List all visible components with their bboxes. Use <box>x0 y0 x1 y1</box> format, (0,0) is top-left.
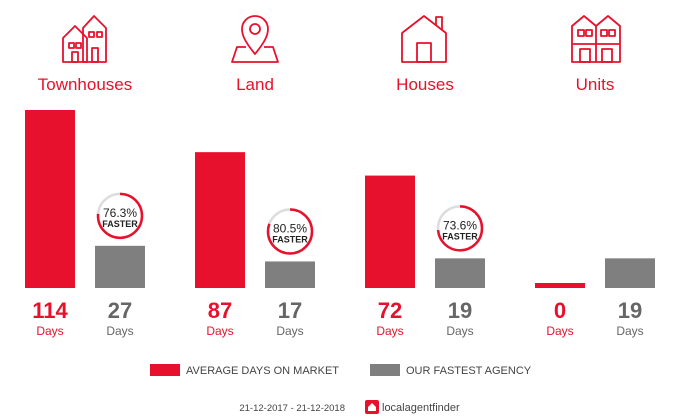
faster-badge: 73.6%FASTER <box>436 204 484 253</box>
bar-average-land <box>195 152 245 288</box>
value-unit-label: Days <box>616 324 643 338</box>
faster-badge: 76.3%FASTER <box>96 191 144 240</box>
value-unit-label: Days <box>446 324 473 338</box>
value-unit-label: Days <box>276 324 303 338</box>
faster-percent: 73.6% <box>443 218 477 232</box>
value-unit-label: Days <box>206 324 233 338</box>
faster-badge-bg <box>266 207 314 256</box>
bar-average-units <box>535 283 585 288</box>
brand-name-part1: local <box>382 402 405 414</box>
value-label: 17 <box>278 298 302 323</box>
units-icon <box>571 15 621 63</box>
faster-word: FASTER <box>102 219 138 229</box>
faster-badge-bg <box>96 191 144 240</box>
faster-ring-progress <box>96 192 144 240</box>
value-label: 19 <box>618 298 642 323</box>
bar-fastest-townhouses <box>95 245 145 288</box>
legend-label-average: AVERAGE DAYS ON MARKET <box>186 365 339 377</box>
house-icon <box>401 15 447 63</box>
value-unit-label: Days <box>36 324 63 338</box>
faster-ring-progress <box>266 208 314 255</box>
brand-name-part2: agentfinder <box>405 402 460 414</box>
category-label: Land <box>236 75 274 94</box>
faster-percent: 80.5% <box>273 221 307 235</box>
faster-badge: 80.5%FASTER <box>266 207 314 256</box>
category-label: Units <box>576 75 615 94</box>
bar-average-houses <box>365 175 415 288</box>
value-unit-label: Days <box>376 324 403 338</box>
value-unit-label: Days <box>546 324 573 338</box>
date-range: 21-12-2017 - 21-12-2018 <box>239 403 345 414</box>
category-label: Townhouses <box>38 75 133 94</box>
local-agent-finder-logo-icon <box>365 400 379 414</box>
bar-average-townhouses <box>25 110 75 288</box>
legend-label-fastest: OUR FASTEST AGENCY <box>406 365 532 377</box>
legend-swatch-average <box>150 364 180 376</box>
townhouses-icon <box>62 15 107 63</box>
legend-swatch-fastest <box>370 364 400 376</box>
value-label: 72 <box>378 298 402 323</box>
bar-fastest-houses <box>435 258 485 288</box>
land-pin-icon <box>231 15 279 63</box>
faster-badge-bg <box>436 204 484 253</box>
faster-word: FASTER <box>442 231 478 241</box>
category-label: Houses <box>396 75 454 94</box>
bar-fastest-land <box>265 261 315 288</box>
brand-name: localagentfinder <box>382 402 460 414</box>
bar-fastest-units <box>605 258 655 288</box>
value-label: 27 <box>108 298 132 323</box>
faster-word: FASTER <box>272 234 308 244</box>
value-label: 87 <box>208 298 232 323</box>
value-label: 19 <box>448 298 472 323</box>
value-unit-label: Days <box>106 324 133 338</box>
faster-percent: 76.3% <box>103 206 137 220</box>
value-label: 0 <box>554 298 566 323</box>
faster-ring-progress <box>436 205 484 252</box>
value-label: 114 <box>32 298 68 323</box>
